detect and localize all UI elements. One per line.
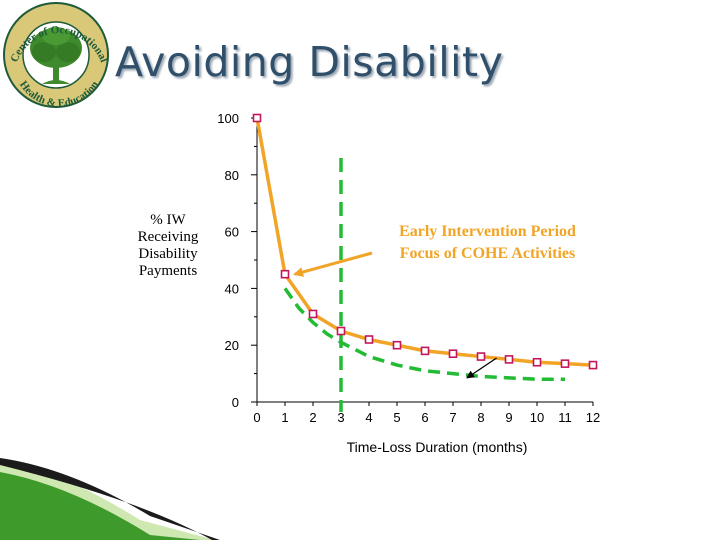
x-tick-label: 2 — [309, 410, 316, 425]
y-tick-label: 40 — [225, 281, 239, 296]
x-tick-label: 0 — [253, 410, 260, 425]
data-point-marker — [476, 352, 486, 361]
x-axis-label: Time-Loss Duration (months) — [347, 439, 528, 455]
x-tick-label: 12 — [586, 410, 600, 425]
data-point-marker — [364, 335, 374, 344]
data-point-marker — [252, 113, 262, 123]
y-tick-label: 0 — [232, 395, 239, 410]
data-point-marker — [280, 269, 290, 279]
y-axis-label: % IW Receiving Disability Payments — [118, 212, 218, 280]
data-point-marker — [392, 340, 402, 350]
lower-arrow — [466, 357, 497, 379]
data-point-marker — [532, 357, 542, 367]
x-tick-label: 5 — [393, 410, 400, 425]
x-tick-label: 8 — [477, 410, 484, 425]
tree-icon — [30, 27, 82, 84]
data-point-marker — [336, 326, 346, 336]
y-axis-label-line: Receiving — [137, 229, 199, 245]
x-tick-label: 9 — [505, 410, 512, 425]
annotation-line: Focus of COHE Activities — [399, 245, 576, 262]
y-axis-label-line: % IW — [150, 212, 186, 228]
x-tick-label: 1 — [281, 410, 288, 425]
series-line-early-intervention — [283, 287, 565, 382]
y-tick-label: 20 — [225, 338, 239, 353]
annotation-arrow — [293, 251, 373, 277]
y-axis-label-line: Disability — [138, 246, 198, 262]
x-tick-label: 10 — [530, 410, 544, 425]
series-line-disability — [255, 117, 594, 367]
decorative-swoosh — [0, 458, 220, 540]
y-axis-label-line: Payments — [138, 263, 198, 279]
x-tick-label: 3 — [337, 410, 344, 425]
slide-title: Avoiding Disability — [115, 38, 504, 86]
data-point-marker — [448, 349, 458, 359]
early-intervention-annotation: Early Intervention Period Focus of COHE … — [360, 221, 615, 265]
x-tick-label: 11 — [558, 410, 572, 425]
x-tick-label: 7 — [449, 410, 456, 425]
x-tick-label: 4 — [365, 410, 372, 425]
data-point-marker — [420, 346, 430, 356]
annotation-line: Early Intervention Period — [399, 223, 576, 240]
x-tick-label: 6 — [421, 410, 428, 425]
y-tick-label: 100 — [217, 111, 239, 126]
y-tick-label: 60 — [225, 225, 239, 240]
data-point-marker — [560, 359, 570, 368]
data-point-marker — [504, 355, 514, 364]
y-tick-label: 80 — [225, 168, 239, 183]
data-point-marker — [308, 309, 318, 319]
data-point-marker — [588, 360, 598, 370]
